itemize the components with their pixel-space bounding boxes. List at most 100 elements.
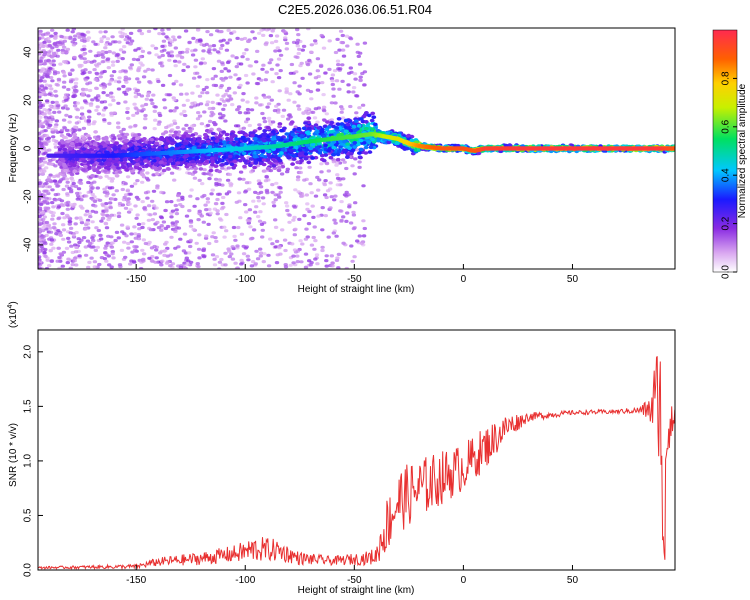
spectrogram-cell (357, 62, 363, 66)
spectrogram-cell (38, 258, 42, 262)
spectrogram-cell (285, 208, 290, 213)
spectrogram-cell (227, 255, 232, 259)
spectrogram-cell (104, 174, 109, 178)
spectrogram-cell (136, 67, 141, 71)
spectrogram-cell (244, 133, 249, 137)
spectrogram-cell (352, 72, 358, 76)
spectrogram-cell (160, 259, 165, 263)
spectrogram-cell (110, 252, 115, 256)
spectrogram-cell (320, 206, 325, 210)
spectrogram-cell (47, 148, 52, 152)
spectrogram-cell (83, 227, 88, 231)
spectrogram-cell (88, 241, 93, 246)
spectrogram-cell (215, 212, 220, 216)
spectrogram-cell (284, 204, 290, 208)
spectrogram-cell (185, 262, 190, 266)
spectrogram-cell (165, 224, 171, 229)
spectrogram-cell (221, 114, 226, 118)
spectrogram-cell (327, 67, 332, 71)
spectrogram-cell (306, 160, 312, 165)
spectrogram-cell (74, 245, 79, 250)
spectrogram-cell (66, 240, 72, 244)
spectrogram-cell (351, 90, 356, 94)
spectrogram-cell (239, 258, 244, 262)
spectrogram-cell (335, 59, 341, 63)
spectrogram-cell (205, 78, 210, 82)
spectrogram-cell (329, 195, 334, 199)
spectrogram-cell (108, 206, 113, 210)
spectrogram-cell (198, 38, 203, 42)
spectrogram-cell (331, 231, 336, 235)
spectrogram-cell (113, 79, 118, 83)
spectrogram-cell (238, 170, 244, 174)
spectrogram-cell (192, 204, 197, 208)
spectrogram-cell (230, 245, 235, 249)
spectrogram-cell (123, 255, 128, 259)
spectrogram-cell (125, 189, 130, 193)
spectrogram-cell (230, 257, 236, 261)
spectrogram-cell (72, 104, 78, 108)
spectrogram-cell (130, 250, 135, 254)
spectrogram-cell (91, 198, 96, 202)
spectrogram-cell (153, 46, 159, 50)
spectrogram-cell (193, 48, 198, 52)
spectrogram-cell (293, 188, 298, 192)
spectrogram-cell (38, 47, 42, 51)
spectrogram-cell (134, 216, 139, 220)
spectrogram-cell (109, 186, 115, 190)
spectrogram-cell (90, 209, 95, 213)
spectrogram-cell (123, 206, 129, 210)
spectrogram-cell (173, 130, 179, 135)
spectrogram-cell (334, 234, 339, 238)
spectrogram-cell (160, 171, 165, 175)
spectrogram-cell (284, 201, 289, 205)
spectrogram-cell (207, 177, 212, 181)
spectrogram-cell (39, 56, 44, 61)
spectrogram-cell (295, 41, 300, 45)
spectrogram-cell (70, 40, 75, 44)
spectrogram-cell (176, 226, 182, 230)
spectrogram-cell (308, 90, 314, 94)
spectrogram-cell (348, 104, 353, 109)
spectrogram-cell (98, 30, 103, 34)
spectrogram-cell (241, 126, 246, 130)
spectrogram-cell (324, 254, 329, 258)
spectrogram-cell (361, 114, 367, 119)
spectrogram-cell (176, 198, 181, 202)
spectrogram-cell (302, 178, 307, 182)
spectrogram-cell (86, 109, 92, 113)
spectrogram-cell (304, 227, 309, 231)
spectrogram-cell (50, 100, 55, 104)
spectrogram-cell (163, 145, 169, 150)
spectrogram-cell (326, 235, 331, 239)
spectrogram-cell (51, 138, 57, 142)
spectrogram-cell (336, 252, 342, 256)
spectrogram-cell (117, 263, 123, 267)
spectrogram-cell (249, 264, 255, 268)
spectrogram-cell (318, 63, 324, 67)
spectrogram-cell (61, 135, 67, 140)
spectrogram-cell (211, 106, 216, 110)
spectrogram-cell (201, 172, 206, 176)
spectrogram-cell (320, 245, 325, 249)
spectrogram-cell (276, 193, 281, 197)
spectrogram-cell (108, 79, 114, 83)
spectrogram-cell (79, 38, 85, 43)
spectrogram-cell (135, 77, 140, 81)
spectrogram-cell (325, 189, 331, 193)
spectrogram-cell (70, 184, 75, 188)
spectrogram-cell (202, 168, 207, 172)
spectrogram-cell (209, 192, 214, 196)
spectrogram-cell (66, 236, 71, 240)
spectrogram-cell (338, 29, 344, 33)
spectrogram-cell (329, 118, 334, 122)
spectrogram-cell (146, 144, 152, 148)
spectrogram-cell (224, 192, 230, 196)
spectrogram-cell (59, 35, 64, 39)
spectrogram-cell (164, 200, 170, 204)
spectrogram-cell (295, 38, 301, 42)
spectrogram-cell (118, 48, 124, 52)
spectrogram-cell (100, 53, 105, 57)
spectrogram-cell (235, 244, 240, 248)
spectrogram-cell (225, 60, 231, 65)
